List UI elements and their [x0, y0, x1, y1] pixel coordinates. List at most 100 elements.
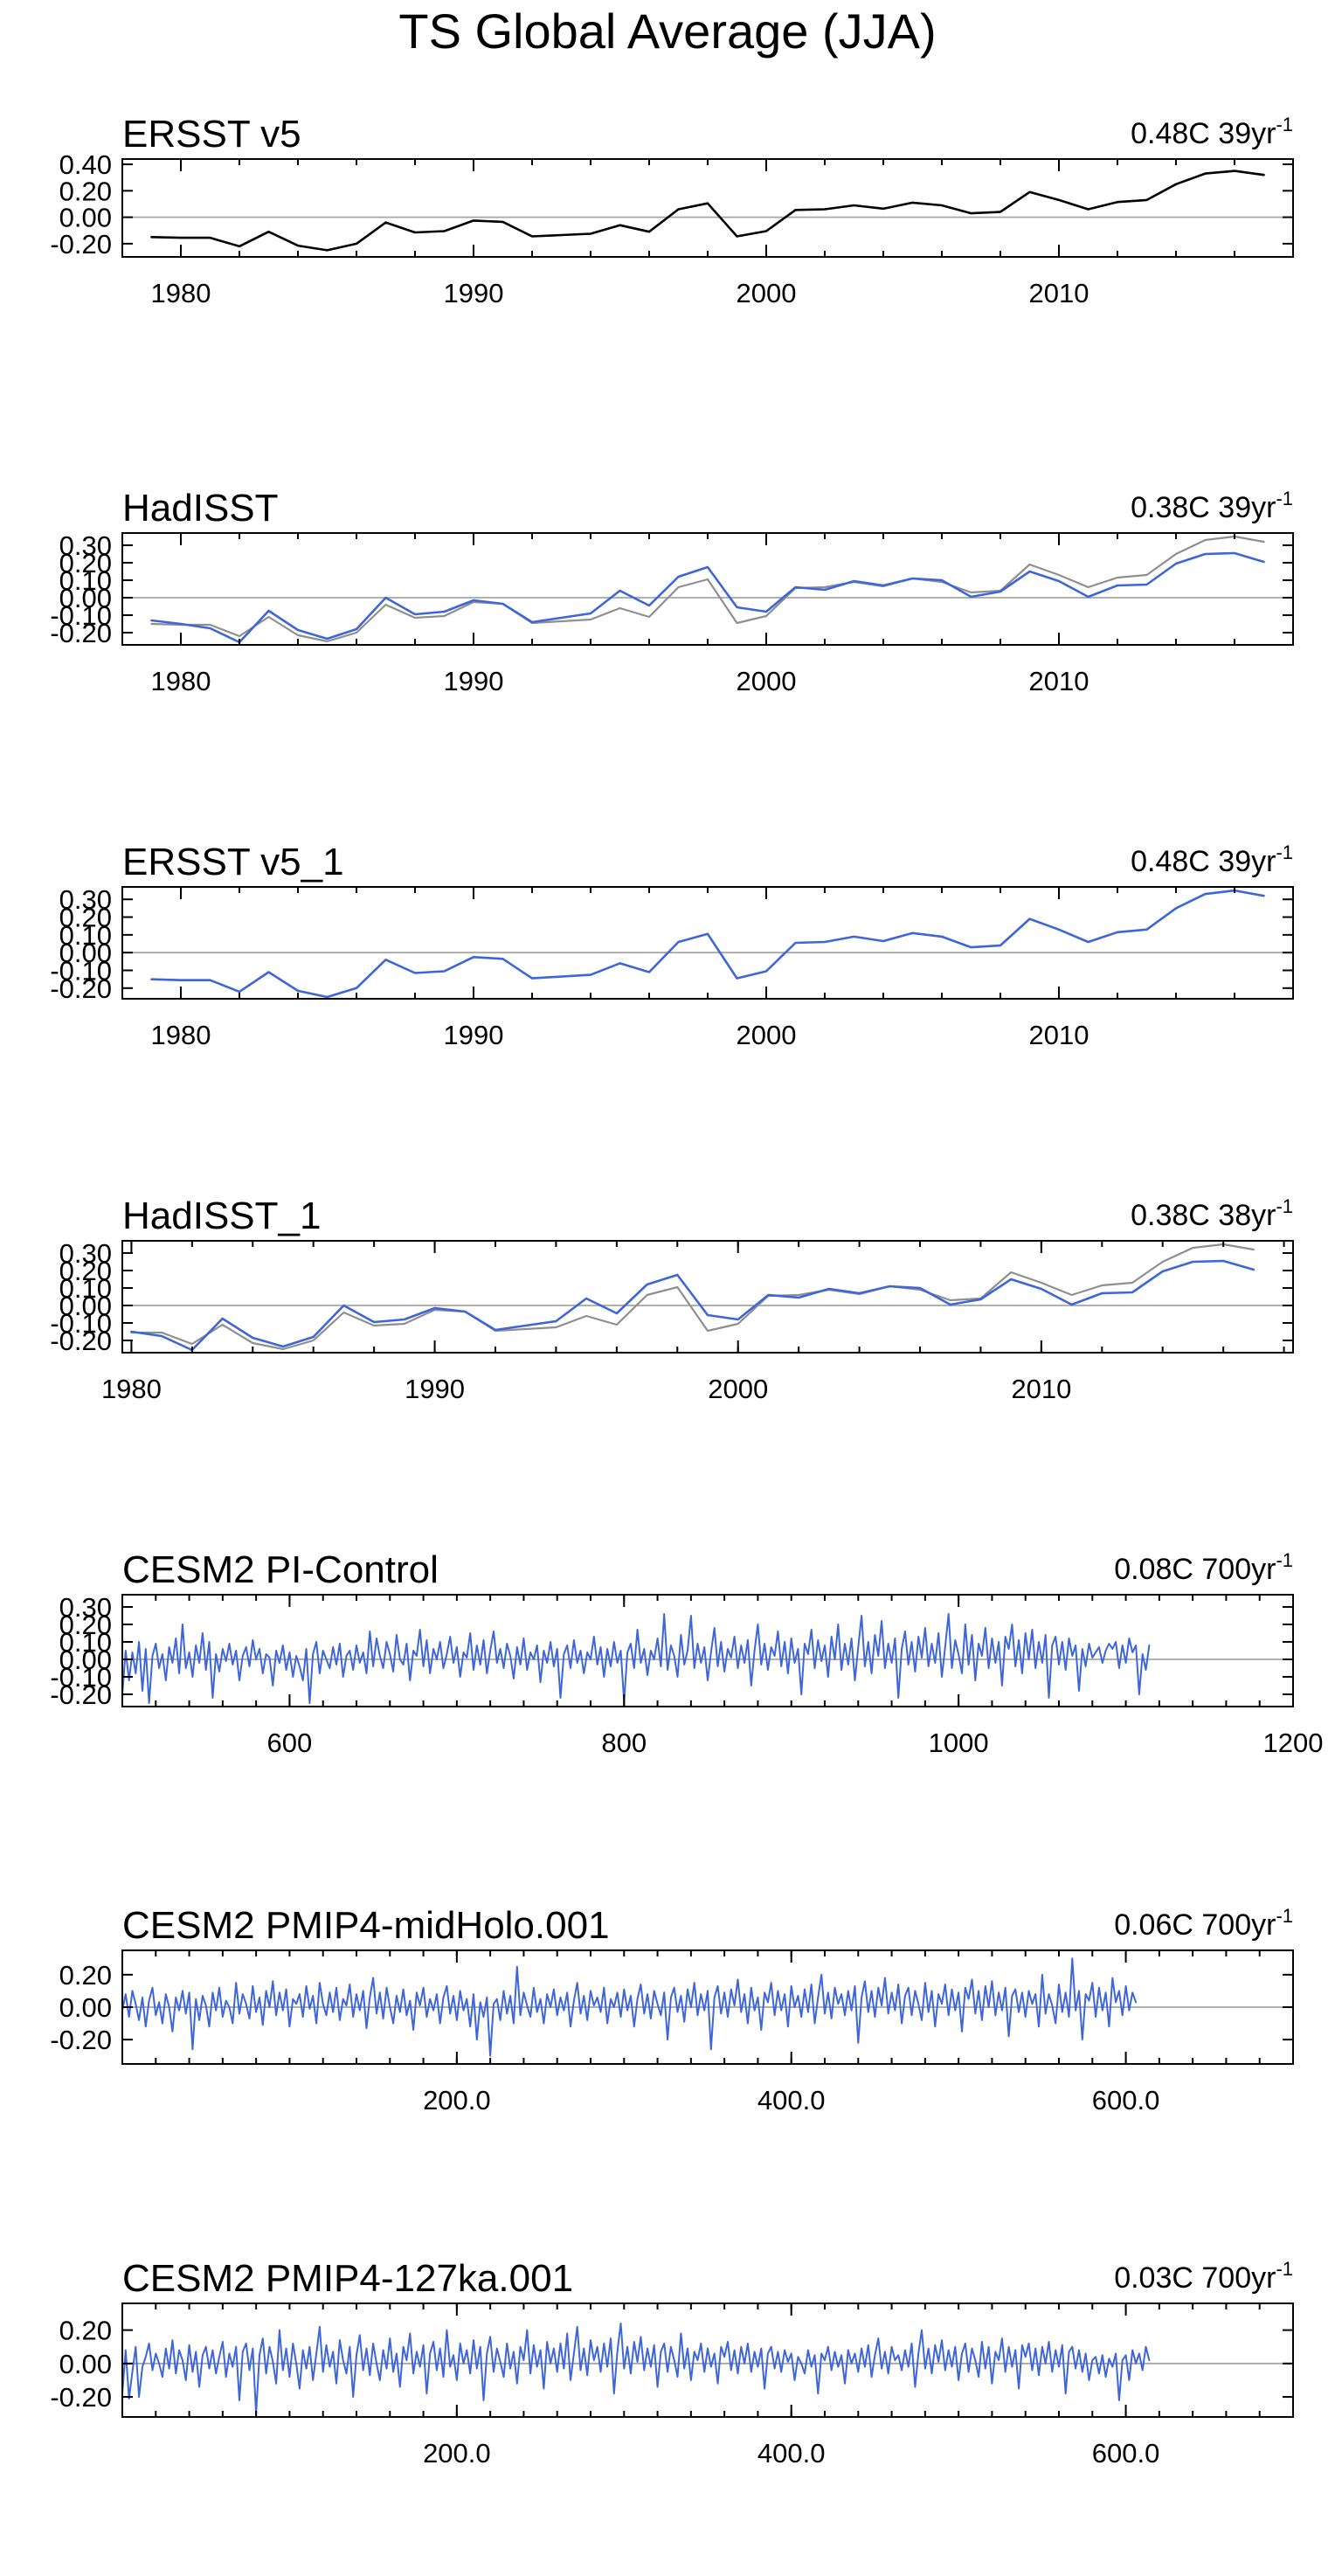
trend-exponent: -1	[1276, 841, 1293, 863]
panel-cesm2-127ka: CESM2 PMIP4-127ka.001 0.03C 700yr-1 200.…	[50, 2257, 1294, 2469]
y-tick-label: 0.00	[59, 1645, 112, 1675]
trend-exponent: -1	[1276, 114, 1293, 135]
y-tick-label: 0.00	[59, 203, 112, 233]
y-tick-label: -0.20	[50, 229, 112, 260]
panel-trend-label: 0.38C 38yr-1	[1131, 1195, 1293, 1232]
x-tick-label: 2010	[1029, 1020, 1089, 1050]
y-tick-label: 0.00	[59, 1291, 112, 1321]
x-tick-label: 400.0	[757, 2085, 826, 2116]
ticks-layer: 1980 1990 2000 2010 -0.200.000.200.40	[50, 149, 1294, 308]
series-line-single	[150, 170, 1265, 252]
y-tick-label: 0.20	[59, 903, 112, 933]
panel-cesm2-pi-control: CESM2 PI-Control 0.08C 700yr-1 600 800 100…	[50, 1548, 1323, 1758]
panel-trend-label: 0.48C 39yr-1	[1131, 114, 1293, 150]
y-tick-label: 0.20	[59, 1610, 112, 1640]
panel-hadisst-1: HadISST_1 0.38C 38yr-1 1980 1990 2000 2010 -…	[50, 1195, 1294, 1404]
trend-exponent: -1	[1276, 1905, 1293, 1927]
x-tick-label: 2010	[1011, 1374, 1071, 1404]
x-tick-label: 2000	[737, 278, 797, 308]
y-tick-label: 0.30	[59, 530, 112, 561]
series-layer	[150, 889, 1265, 999]
y-tick-label: 0.10	[59, 1273, 112, 1304]
y-tick-label: 0.20	[59, 1256, 112, 1286]
x-tick-label: 400.0	[757, 2438, 826, 2469]
x-tick-label: 600.0	[1092, 2438, 1160, 2469]
y-tick-label: -0.20	[50, 2382, 112, 2413]
trend-value: 0.38C 38yr	[1131, 1199, 1276, 1232]
trend-value: 0.06C 700yr	[1114, 1908, 1276, 1942]
series-line-primary	[121, 1613, 1151, 1704]
plot-frame	[121, 1949, 1294, 2065]
x-tick-label: 1980	[151, 278, 211, 308]
trend-value: 0.48C 39yr	[1131, 845, 1276, 878]
series-layer	[150, 170, 1265, 252]
x-tick-label: 800	[601, 1728, 647, 1758]
panel-ersst-v5-1: ERSST v5_1 0.48C 39yr-1 1980 1990 2000 2010…	[50, 841, 1294, 1050]
trend-exponent: -1	[1276, 1195, 1293, 1217]
ticks-layer: 1980 1990 2000 2010 -0.20-0.100.000.100.200.…	[50, 1238, 1293, 1404]
x-tick-label: 600	[267, 1728, 313, 1758]
y-tick-label: 0.20	[59, 1960, 112, 1991]
panel-trend-label: 0.48C 39yr-1	[1131, 841, 1293, 878]
x-tick-label: 2000	[737, 666, 797, 696]
x-tick-label: 1990	[444, 666, 504, 696]
panel-trend-label: 0.06C 700yr-1	[1114, 1905, 1293, 1942]
trend-value: 0.03C 700yr	[1114, 2261, 1276, 2295]
y-tick-label: -0.10	[50, 1662, 112, 1693]
series-line-reference	[130, 1243, 1255, 1351]
plot-frame	[121, 158, 1294, 258]
y-tick-label: -0.20	[50, 618, 112, 648]
panel-trend-label: 0.08C 700yr-1	[1114, 1549, 1293, 1586]
x-tick-label: 600.0	[1092, 2085, 1160, 2116]
series-layer	[121, 2322, 1151, 2415]
panel-title: HadISST	[122, 487, 279, 530]
y-tick-label: -0.10	[50, 1308, 112, 1339]
y-tick-label: 0.30	[59, 1238, 112, 1269]
trend-exponent: -1	[1276, 1549, 1293, 1571]
series-line-primary	[150, 551, 1265, 644]
trend-exponent: -1	[1276, 488, 1293, 509]
x-tick-label: 1990	[444, 1020, 504, 1050]
y-tick-label: -0.20	[50, 973, 112, 1004]
y-tick-label: -0.20	[50, 1679, 112, 1710]
panel-title: ERSST v5	[122, 113, 301, 156]
y-tick-label: 0.00	[59, 2349, 112, 2379]
x-tick-label: 200.0	[423, 2085, 491, 2116]
trend-value: 0.38C 39yr	[1131, 491, 1276, 524]
y-tick-label: 0.00	[59, 938, 112, 968]
x-tick-label: 1990	[405, 1374, 465, 1404]
series-layer	[150, 535, 1265, 644]
trend-value: 0.48C 39yr	[1131, 117, 1276, 150]
panel-hadisst: HadISST 0.38C 39yr-1 1980 1990 2000 2010 -0.…	[50, 487, 1294, 696]
series-line-primary	[121, 1957, 1138, 2057]
y-tick-label: 0.30	[59, 1592, 112, 1623]
x-tick-label: 2010	[1029, 666, 1089, 696]
plot-frame	[121, 532, 1294, 646]
x-tick-label: 1990	[444, 278, 504, 308]
x-tick-label: 1980	[101, 1374, 162, 1404]
figure-title: TS Global Average (JJA)	[398, 3, 936, 59]
y-tick-label: -0.20	[50, 1326, 112, 1356]
panel-title: CESM2 PI-Control	[122, 1548, 439, 1591]
plot-frame	[121, 1240, 1294, 1354]
y-tick-label: 0.30	[59, 884, 112, 915]
panel-title: CESM2 PMIP4-midHolo.001	[122, 1904, 610, 1947]
ticks-layer: 1980 1990 2000 2010 -0.20-0.100.000.100.200.…	[50, 530, 1294, 696]
y-tick-label: 0.20	[59, 176, 112, 206]
plot-frame	[121, 2302, 1294, 2418]
x-tick-label: 1980	[151, 1020, 211, 1050]
x-tick-label: 2000	[708, 1374, 768, 1404]
x-tick-label: 200.0	[423, 2438, 491, 2469]
y-tick-label: 0.20	[59, 2316, 112, 2346]
series-layer	[121, 1613, 1151, 1704]
y-tick-label: 0.10	[59, 565, 112, 596]
series-line-primary	[130, 1259, 1255, 1352]
y-tick-label: -0.10	[50, 600, 112, 631]
series-line-primary	[121, 2322, 1151, 2415]
panel-ersst-v5: ERSST v5 0.48C 39yr-1 1980 1990 2000 2010 -0…	[50, 113, 1294, 308]
y-tick-label: 0.00	[59, 583, 112, 613]
x-tick-label: 1000	[929, 1728, 989, 1758]
series-line-reference	[150, 535, 1265, 643]
